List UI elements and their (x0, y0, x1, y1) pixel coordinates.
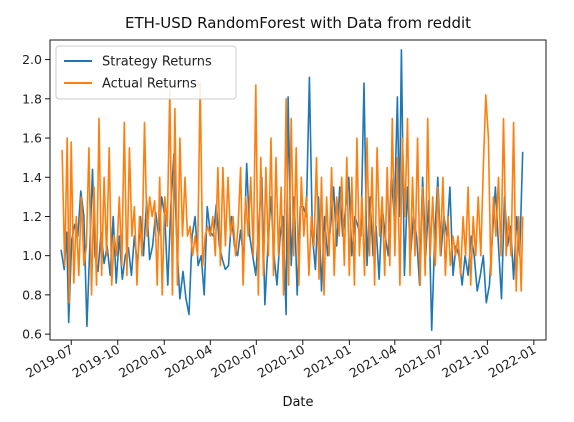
x-axis-label: Date (282, 395, 313, 410)
series-line-actual-returns (61, 82, 524, 304)
x-tick-label: 2019-07 (23, 342, 76, 381)
series-layer (60, 48, 524, 332)
x-tick-label: 2021-01 (301, 342, 354, 381)
x-tick-label: 2019-10 (70, 342, 123, 381)
x-tick-label: 2021-04 (347, 342, 400, 381)
legend-label-actual-returns: Actual Returns (102, 77, 197, 92)
y-axis: 0.6 0.8 1.0 1.2 1.4 1.6 1.8 2.0 (22, 52, 50, 342)
x-tick-label: 2020-04 (162, 342, 215, 381)
x-tick-label: 2020-07 (208, 342, 261, 381)
x-tick-label: 2022-01 (486, 342, 539, 381)
legend: Strategy Returns Actual Returns (55, 45, 237, 100)
x-tick-label: 2020-10 (255, 342, 308, 381)
y-tick-label: 1.8 (22, 91, 42, 106)
legend-box (55, 45, 237, 100)
y-tick-label: 1.0 (22, 248, 42, 263)
y-tick-label: 0.8 (22, 287, 42, 302)
y-tick-label: 1.6 (22, 131, 42, 146)
x-tick-label: 2021-07 (393, 342, 446, 381)
y-tick-label: 1.2 (22, 209, 42, 224)
chart-title: ETH-USD RandomForest with Data from redd… (125, 14, 471, 32)
plot-frame (49, 39, 547, 341)
y-tick-label: 1.4 (22, 170, 42, 185)
x-axis: 2019-072019-102020-012020-042020-072020-… (23, 340, 538, 381)
legend-label-strategy-returns: Strategy Returns (102, 55, 212, 70)
y-tick-label: 0.6 (22, 327, 42, 342)
x-tick-label: 2021-10 (439, 342, 492, 381)
x-tick-label: 2020-01 (116, 342, 169, 381)
y-tick-label: 2.0 (22, 52, 42, 67)
